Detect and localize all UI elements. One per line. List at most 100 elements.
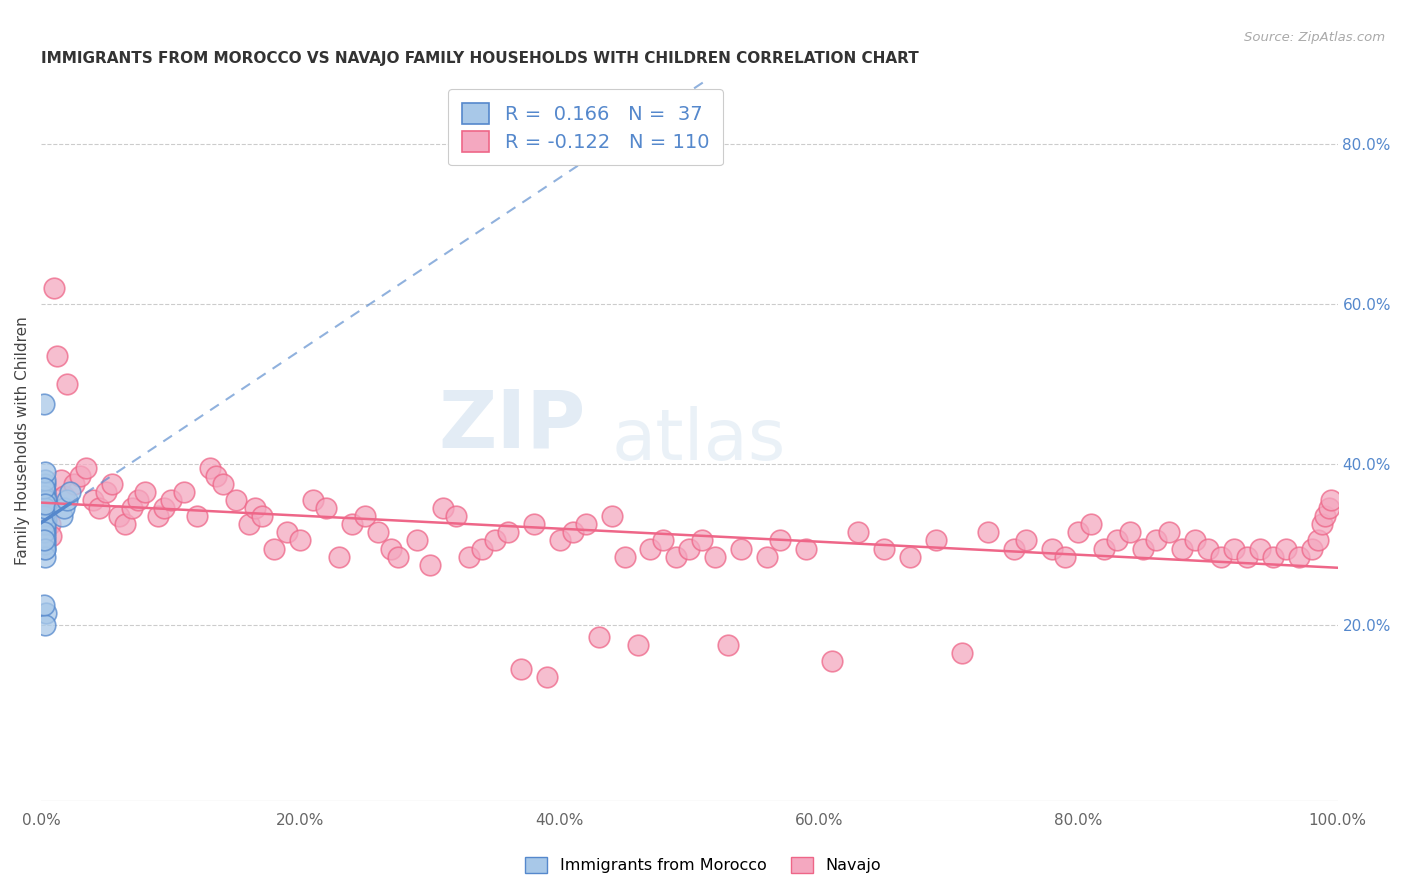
- Point: [94, 485, 117, 500]
- Point: [380, 541, 402, 556]
- Point: [34, 473, 56, 487]
- Text: Source: ZipAtlas.com: Source: ZipAtlas.com: [1244, 31, 1385, 45]
- Point: [114, 517, 136, 532]
- Point: [35, 606, 58, 620]
- Point: [406, 533, 429, 548]
- Point: [34, 549, 56, 564]
- Point: [1184, 533, 1206, 548]
- Point: [153, 501, 176, 516]
- Point: [1171, 541, 1194, 556]
- Point: [198, 461, 221, 475]
- Point: [1042, 541, 1064, 556]
- Point: [1223, 541, 1246, 556]
- Point: [1107, 533, 1129, 548]
- Point: [821, 654, 844, 668]
- Point: [1015, 533, 1038, 548]
- Point: [41, 529, 63, 543]
- Point: [1288, 549, 1310, 564]
- Point: [432, 501, 454, 516]
- Point: [32, 481, 55, 495]
- Point: [1209, 549, 1232, 564]
- Point: [626, 638, 648, 652]
- Point: [205, 469, 228, 483]
- Point: [243, 501, 266, 516]
- Point: [225, 493, 247, 508]
- Point: [82, 493, 104, 508]
- Point: [873, 541, 896, 556]
- Point: [32, 397, 55, 411]
- Point: [1002, 541, 1025, 556]
- Point: [56, 493, 79, 508]
- Point: [32, 525, 55, 540]
- Point: [35, 513, 58, 527]
- Point: [484, 533, 506, 548]
- Point: [53, 501, 76, 516]
- Point: [42, 281, 65, 295]
- Point: [34, 617, 56, 632]
- Point: [756, 549, 779, 564]
- Text: IMMIGRANTS FROM MOROCCO VS NAVAJO FAMILY HOUSEHOLDS WITH CHILDREN CORRELATION CH: IMMIGRANTS FROM MOROCCO VS NAVAJO FAMILY…: [41, 51, 920, 66]
- Point: [32, 489, 55, 503]
- Point: [600, 509, 623, 524]
- Point: [471, 541, 494, 556]
- Point: [34, 485, 56, 500]
- Point: [34, 541, 56, 556]
- Point: [127, 493, 149, 508]
- Point: [101, 477, 124, 491]
- Point: [387, 549, 409, 564]
- Point: [1261, 549, 1284, 564]
- Point: [328, 549, 350, 564]
- Point: [59, 485, 82, 500]
- Point: [276, 525, 298, 540]
- Point: [665, 549, 688, 564]
- Point: [134, 485, 156, 500]
- Point: [1054, 549, 1077, 564]
- Point: [794, 541, 817, 556]
- Y-axis label: Family Households with Children: Family Households with Children: [15, 316, 30, 565]
- Point: [108, 509, 131, 524]
- Point: [1067, 525, 1090, 540]
- Point: [32, 533, 55, 548]
- Point: [509, 662, 531, 676]
- Legend: R =  0.166   N =  37, R = -0.122   N = 110: R = 0.166 N = 37, R = -0.122 N = 110: [449, 89, 723, 166]
- Point: [121, 501, 143, 516]
- Point: [561, 525, 583, 540]
- Point: [302, 493, 325, 508]
- Point: [32, 598, 55, 612]
- Point: [290, 533, 312, 548]
- Point: [692, 533, 714, 548]
- Point: [367, 525, 389, 540]
- Point: [34, 505, 56, 519]
- Point: [32, 493, 55, 508]
- Point: [56, 377, 79, 392]
- Text: atlas: atlas: [612, 406, 786, 475]
- Point: [342, 517, 364, 532]
- Point: [1301, 541, 1323, 556]
- Point: [89, 501, 111, 516]
- Point: [496, 525, 519, 540]
- Point: [1159, 525, 1181, 540]
- Point: [35, 489, 58, 503]
- Point: [419, 558, 441, 572]
- Point: [49, 473, 72, 487]
- Point: [1144, 533, 1167, 548]
- Point: [354, 509, 377, 524]
- Point: [1249, 541, 1271, 556]
- Point: [1308, 533, 1330, 548]
- Point: [640, 541, 662, 556]
- Point: [35, 493, 58, 508]
- Point: [211, 477, 233, 491]
- Point: [32, 501, 55, 516]
- Point: [34, 521, 56, 535]
- Point: [769, 533, 792, 548]
- Point: [1236, 549, 1258, 564]
- Point: [45, 349, 67, 363]
- Point: [34, 466, 56, 480]
- Point: [1317, 501, 1340, 516]
- Point: [34, 517, 56, 532]
- Point: [32, 481, 55, 495]
- Point: [263, 541, 285, 556]
- Point: [32, 493, 55, 508]
- Point: [34, 533, 56, 548]
- Point: [173, 485, 195, 500]
